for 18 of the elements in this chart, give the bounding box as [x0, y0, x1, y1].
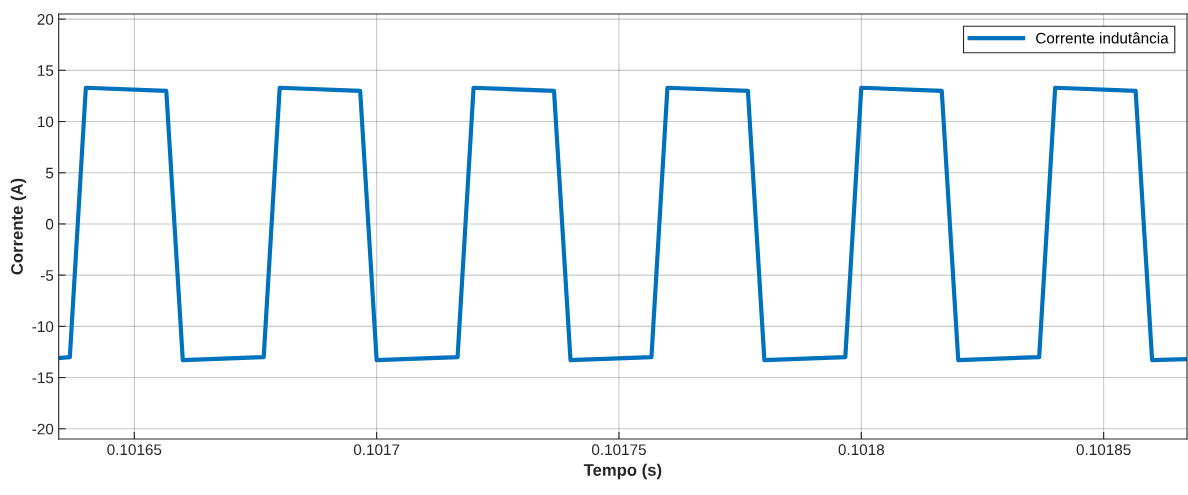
y-tick-label: -10	[32, 321, 54, 333]
x-tick-label: 0.10175	[591, 444, 646, 456]
y-tick-label: 5	[45, 167, 54, 179]
y-tick-label: -15	[32, 372, 54, 384]
legend-label: Corrente indutância	[1036, 32, 1169, 44]
y-tick-label: 0	[45, 218, 54, 230]
y-tick-label: -5	[40, 270, 54, 281]
x-tick-label: 0.1017	[353, 444, 400, 456]
y-tick-label: 20	[37, 13, 54, 25]
y-tick-label: 10	[38, 116, 54, 128]
y-tick-label: 15	[38, 65, 54, 77]
x-tick-label: 0.10165	[107, 444, 162, 456]
y-tick-label: -20	[32, 423, 54, 435]
y-axis-title: Corrente (A)	[10, 178, 27, 275]
x-axis-title: Tempo (s)	[583, 463, 662, 480]
x-tick-label: 0.10185	[1076, 444, 1131, 456]
x-tick-label: 0.1018	[838, 444, 885, 456]
line-series	[58, 85, 1187, 363]
